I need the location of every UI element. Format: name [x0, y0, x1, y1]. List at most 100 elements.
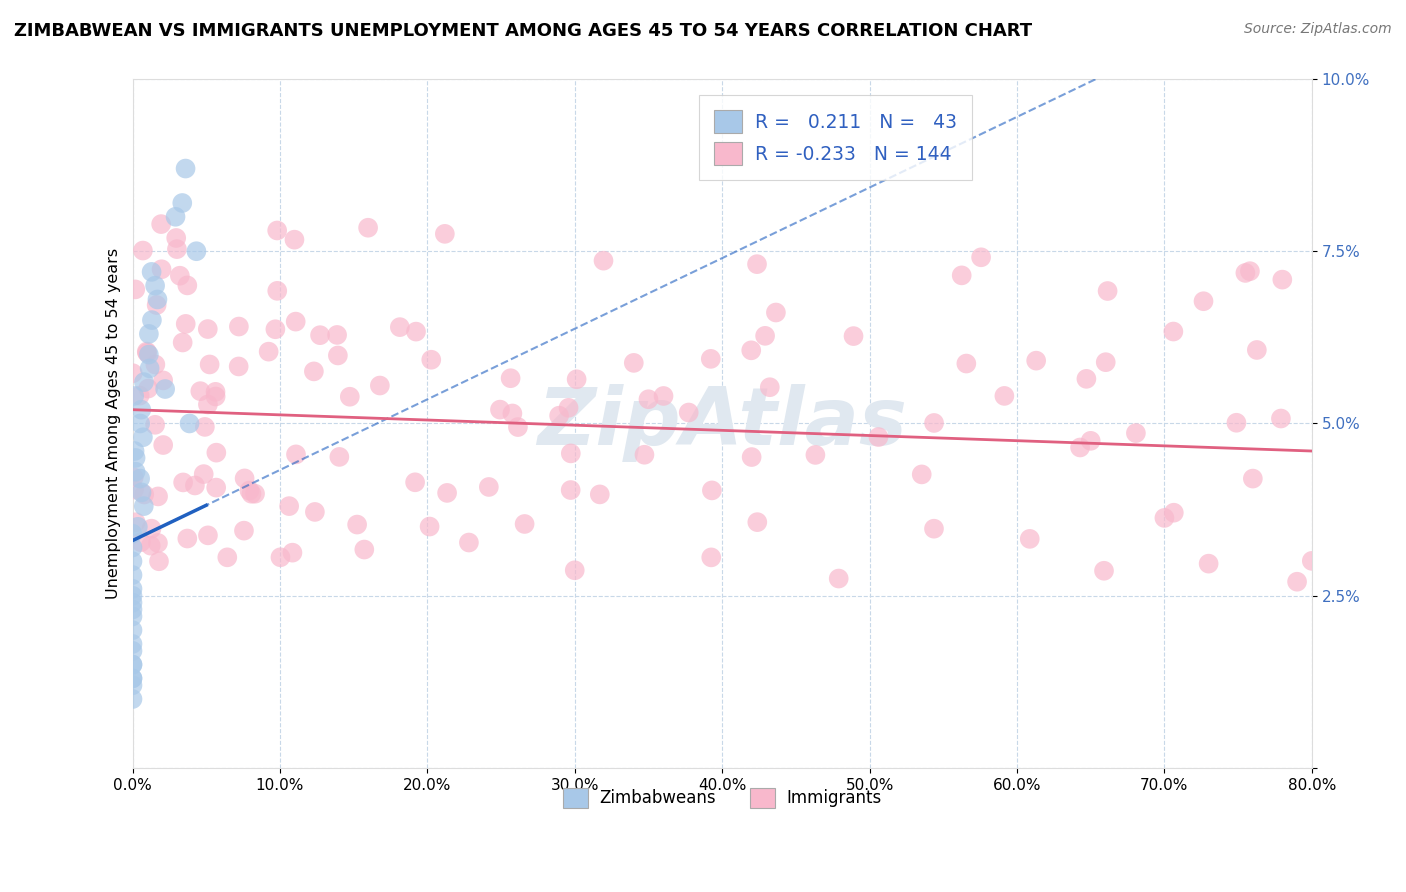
- Point: [868, 430, 890, 444]
- Point: [198, 358, 221, 372]
- Point: [560, 483, 582, 497]
- Point: [129, 402, 152, 417]
- Point: [145, 298, 167, 312]
- Point: [141, 313, 163, 327]
- Point: [1080, 434, 1102, 448]
- Point: [121, 644, 143, 658]
- Point: [257, 344, 280, 359]
- Point: [152, 438, 174, 452]
- Point: [404, 475, 426, 490]
- Point: [1246, 343, 1268, 357]
- Point: [1069, 441, 1091, 455]
- Point: [1198, 557, 1220, 571]
- Point: [759, 380, 782, 394]
- Point: [121, 657, 143, 672]
- Point: [124, 444, 146, 458]
- Point: [204, 384, 226, 399]
- Point: [217, 550, 239, 565]
- Point: [132, 244, 155, 258]
- Point: [172, 335, 194, 350]
- Point: [136, 382, 159, 396]
- Point: [560, 446, 582, 460]
- Point: [122, 470, 145, 484]
- Point: [564, 563, 586, 577]
- Point: [506, 420, 529, 434]
- Point: [1239, 264, 1261, 278]
- Point: [993, 389, 1015, 403]
- Point: [1286, 574, 1309, 589]
- Point: [166, 242, 188, 256]
- Point: [174, 161, 197, 176]
- Point: [129, 472, 152, 486]
- Point: [911, 467, 934, 482]
- Point: [745, 257, 768, 271]
- Point: [240, 487, 263, 501]
- Point: [136, 346, 159, 360]
- Point: [489, 402, 512, 417]
- Point: [420, 352, 443, 367]
- Point: [1076, 372, 1098, 386]
- Point: [238, 483, 260, 498]
- Point: [326, 327, 349, 342]
- Point: [125, 515, 148, 529]
- Point: [121, 672, 143, 686]
- Point: [172, 475, 194, 490]
- Point: [436, 486, 458, 500]
- Point: [132, 430, 155, 444]
- Point: [501, 407, 523, 421]
- Point: [565, 372, 588, 386]
- Point: [127, 520, 149, 534]
- Point: [700, 483, 723, 498]
- Point: [129, 535, 152, 549]
- Point: [143, 278, 166, 293]
- Point: [304, 505, 326, 519]
- Y-axis label: Unemployment Among Ages 45 to 54 years: Unemployment Among Ages 45 to 54 years: [107, 248, 121, 599]
- Point: [169, 268, 191, 283]
- Point: [700, 550, 723, 565]
- Point: [233, 471, 256, 485]
- Point: [368, 378, 391, 392]
- Point: [1025, 353, 1047, 368]
- Point: [700, 351, 723, 366]
- Point: [458, 535, 481, 549]
- Point: [1241, 472, 1264, 486]
- Point: [121, 672, 143, 686]
- Point: [188, 384, 211, 399]
- Point: [243, 486, 266, 500]
- Point: [970, 250, 993, 264]
- Point: [135, 344, 157, 359]
- Point: [146, 490, 169, 504]
- Point: [309, 328, 332, 343]
- Point: [121, 554, 143, 568]
- Point: [124, 450, 146, 465]
- Point: [121, 623, 143, 637]
- Point: [193, 467, 215, 481]
- Point: [121, 609, 143, 624]
- Point: [357, 220, 380, 235]
- Point: [146, 536, 169, 550]
- Point: [148, 554, 170, 568]
- Point: [741, 450, 763, 464]
- Point: [121, 692, 143, 706]
- Point: [269, 550, 291, 565]
- Point: [124, 282, 146, 296]
- Point: [138, 361, 160, 376]
- Point: [828, 572, 851, 586]
- Point: [194, 420, 217, 434]
- Point: [121, 678, 143, 692]
- Point: [284, 315, 307, 329]
- Point: [623, 356, 645, 370]
- Point: [388, 320, 411, 334]
- Point: [353, 542, 375, 557]
- Point: [1225, 416, 1247, 430]
- Point: [1092, 564, 1115, 578]
- Point: [146, 293, 169, 307]
- Point: [592, 253, 614, 268]
- Point: [197, 528, 219, 542]
- Point: [922, 416, 945, 430]
- Point: [121, 602, 143, 616]
- Point: [128, 389, 150, 403]
- Point: [633, 448, 655, 462]
- Point: [121, 568, 143, 582]
- Point: [513, 516, 536, 531]
